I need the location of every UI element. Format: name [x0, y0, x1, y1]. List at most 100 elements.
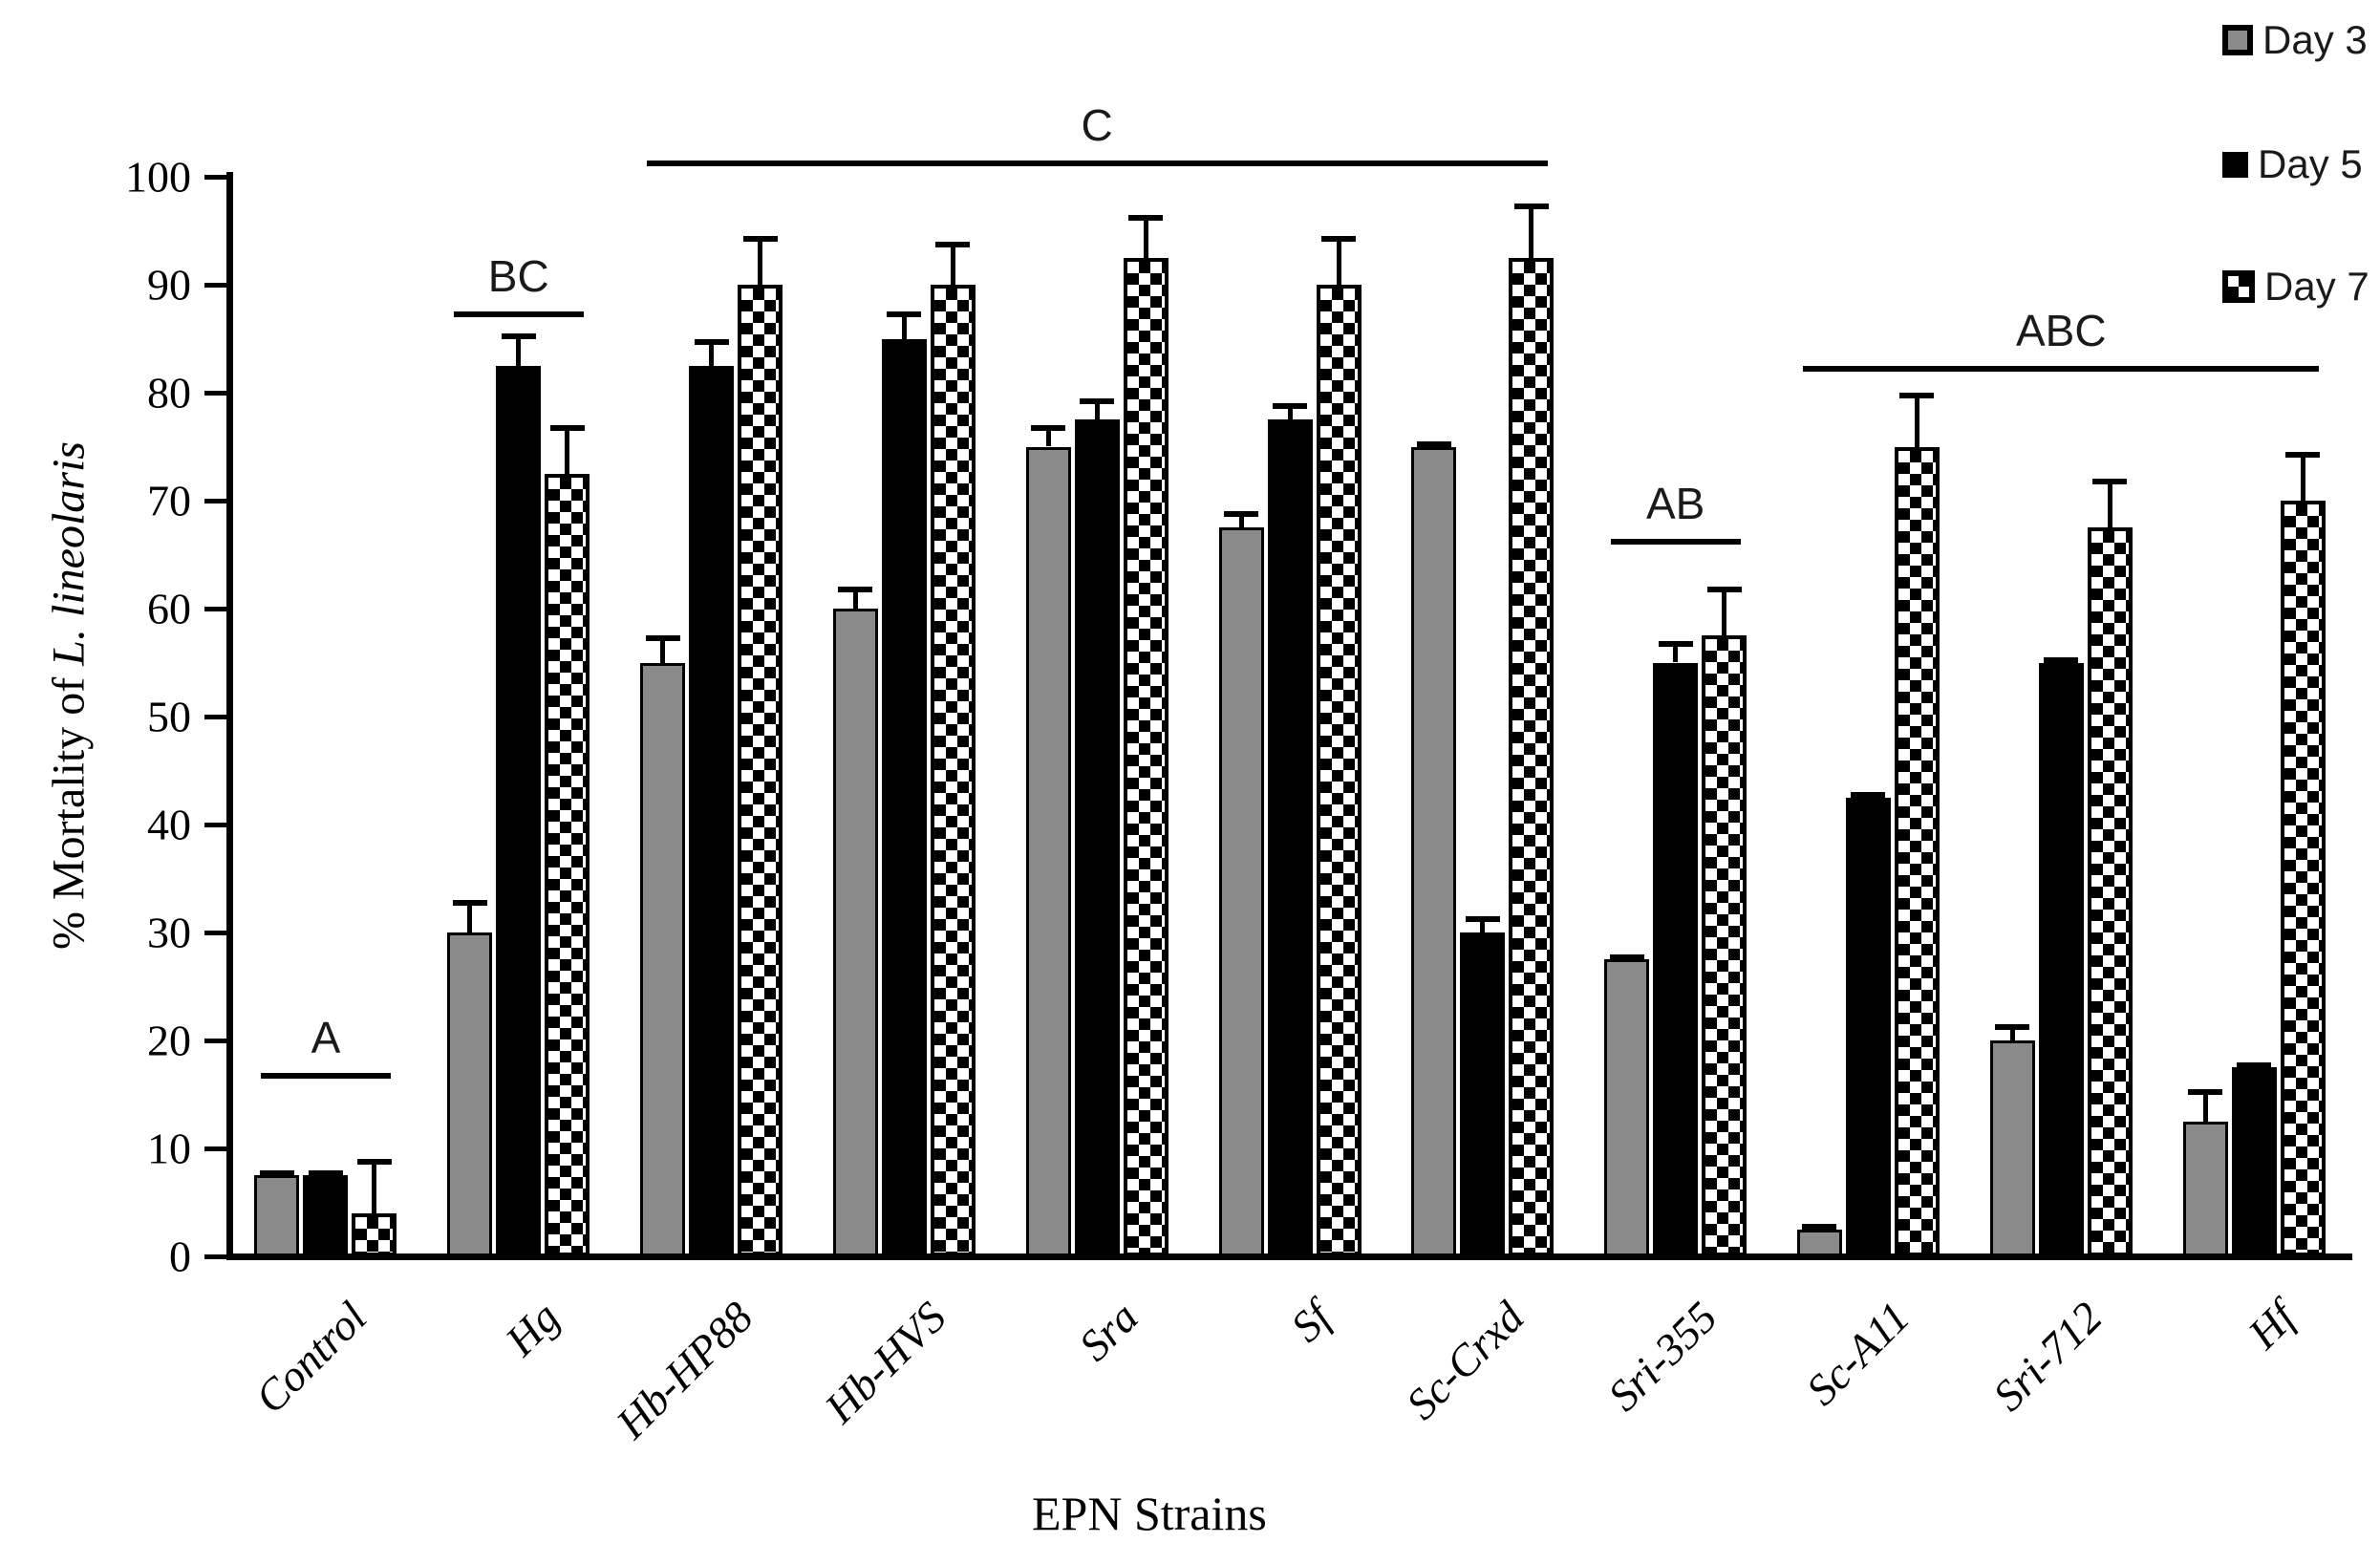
significance-line-bc — [453, 311, 584, 318]
error-bar-stem — [709, 338, 715, 366]
bar-day-7-sra — [1123, 257, 1169, 1256]
error-bar-cap — [1465, 916, 1500, 923]
error-bar-cap — [1031, 424, 1066, 431]
bar-day-7-sc-crxd — [1509, 257, 1555, 1256]
significance-label-a: A — [311, 1012, 341, 1062]
bar-day-3-sc-crxd — [1411, 446, 1457, 1256]
bar-day-7-sc-a11 — [1894, 446, 1940, 1256]
bar-day-3-hb-hp88 — [640, 662, 686, 1256]
x-label-hb-hvs: Hb-HVS — [814, 1292, 955, 1432]
bar-day-5-sf — [1267, 419, 1313, 1256]
y-tick-label: 0 — [169, 1232, 191, 1281]
y-tick — [204, 1254, 229, 1259]
error-bar-cap — [887, 311, 922, 318]
bar-day-5-sra — [1074, 419, 1120, 1256]
y-tick-label: 90 — [147, 260, 191, 310]
error-bar-cap — [1706, 587, 1742, 593]
significance-label-bc: BC — [487, 251, 549, 302]
error-bar-cap — [838, 587, 873, 593]
error-bar-cap — [452, 900, 487, 907]
error-bar-stem — [1287, 403, 1293, 420]
y-tick-label: 70 — [147, 476, 191, 525]
error-bar-stem — [2300, 452, 2305, 501]
error-bar-cap — [1899, 393, 1935, 398]
y-tick-label: 60 — [147, 584, 191, 633]
error-bar-stem — [2202, 1088, 2208, 1122]
y-tick — [204, 175, 229, 180]
bar-day-7-sf — [1316, 285, 1362, 1256]
y-axis-title-species: L. lineolaris — [43, 441, 95, 666]
legend-item-day-7: Day 7 — [2222, 264, 2369, 310]
significance-label-abc: ABC — [2015, 305, 2107, 355]
bar-day-7-control — [352, 1212, 397, 1256]
error-bar-cap — [2092, 479, 2128, 485]
bar-day-7-hf — [2280, 501, 2326, 1256]
bar-day-5-sc-crxd — [1460, 932, 1506, 1256]
bar-day-7-hb-hp88 — [738, 285, 783, 1256]
error-bar-stem — [1673, 640, 1679, 663]
y-tick-label: 20 — [147, 1016, 191, 1065]
y-axis-title-text: % Mortality of — [43, 665, 95, 950]
legend-item-day-3: Day 3 — [2222, 17, 2368, 63]
y-axis-line — [226, 172, 233, 1260]
error-bar-cap — [1609, 953, 1644, 960]
y-tick — [204, 607, 229, 611]
error-bar-cap — [1416, 440, 1451, 447]
error-bar-cap — [1321, 236, 1356, 243]
x-label-sc-a11: Sc-A11 — [1796, 1292, 1919, 1415]
x-label-sf: Sf — [1281, 1292, 1340, 1352]
error-bar-stem — [2107, 479, 2112, 528]
bar-day-3-sri-712 — [1989, 1040, 2035, 1256]
bar-day-3-hb-hvs — [832, 609, 878, 1256]
bar-day-7-sri-712 — [2087, 527, 2133, 1256]
error-bar-cap — [1513, 204, 1549, 210]
error-bar-cap — [1080, 397, 1115, 404]
y-tick — [204, 1146, 229, 1151]
significance-line-abc — [1803, 365, 2320, 372]
y-tick — [204, 499, 229, 503]
error-bar-stem — [1045, 424, 1051, 447]
x-label-sc-crxd: Sc-Crxd — [1396, 1292, 1533, 1429]
error-bar-stem — [372, 1159, 377, 1213]
error-bar-cap — [742, 236, 778, 243]
day-3-swatch-icon — [2222, 25, 2253, 55]
error-bar-cap — [935, 241, 971, 247]
day-5-swatch-icon — [2222, 151, 2248, 178]
error-bar-cap — [2188, 1088, 2223, 1095]
error-bar-cap — [549, 424, 585, 431]
bar-day-3-sri-355 — [1604, 959, 1650, 1256]
y-tick-label: 80 — [147, 368, 191, 418]
error-bar-stem — [467, 900, 473, 932]
significance-line-ab — [1610, 538, 1741, 545]
error-bar-cap — [2237, 1061, 2272, 1068]
error-bar-cap — [308, 1169, 343, 1176]
bar-day-3-control — [254, 1175, 300, 1256]
x-label-hg: Hg — [496, 1292, 569, 1365]
error-bar-stem — [660, 635, 666, 663]
bar-day-7-sri-355 — [1702, 635, 1747, 1256]
bar-day-5-hf — [2231, 1067, 2277, 1256]
error-bar-cap — [356, 1159, 392, 1166]
bar-day-3-sra — [1025, 446, 1071, 1256]
error-bar-stem — [852, 587, 858, 609]
legend-label-day-7: Day 7 — [2264, 264, 2369, 309]
x-label-hf: Hf — [2239, 1292, 2305, 1359]
error-bar-stem — [758, 236, 763, 285]
legend-label-day-3: Day 3 — [2262, 17, 2368, 62]
error-bar-cap — [1802, 1224, 1837, 1231]
x-label-sri-712: Sri-712 — [1983, 1292, 2112, 1421]
bar-day-5-control — [303, 1175, 349, 1256]
y-tick — [204, 715, 229, 719]
x-axis-title: EPN Strains — [1032, 1487, 1267, 1540]
day-7-swatch-icon — [2222, 270, 2255, 303]
x-label-control: Control — [246, 1292, 376, 1423]
legend-label-day-5: Day 5 — [2258, 141, 2363, 186]
significance-line-a — [260, 1072, 391, 1079]
x-label-sri-355: Sri-355 — [1597, 1292, 1726, 1421]
y-tick-label: 10 — [147, 1124, 191, 1173]
y-tick-label: 30 — [147, 908, 191, 957]
bar-day-3-sf — [1218, 527, 1264, 1256]
y-tick — [204, 283, 229, 288]
error-bar-cap — [501, 332, 536, 339]
